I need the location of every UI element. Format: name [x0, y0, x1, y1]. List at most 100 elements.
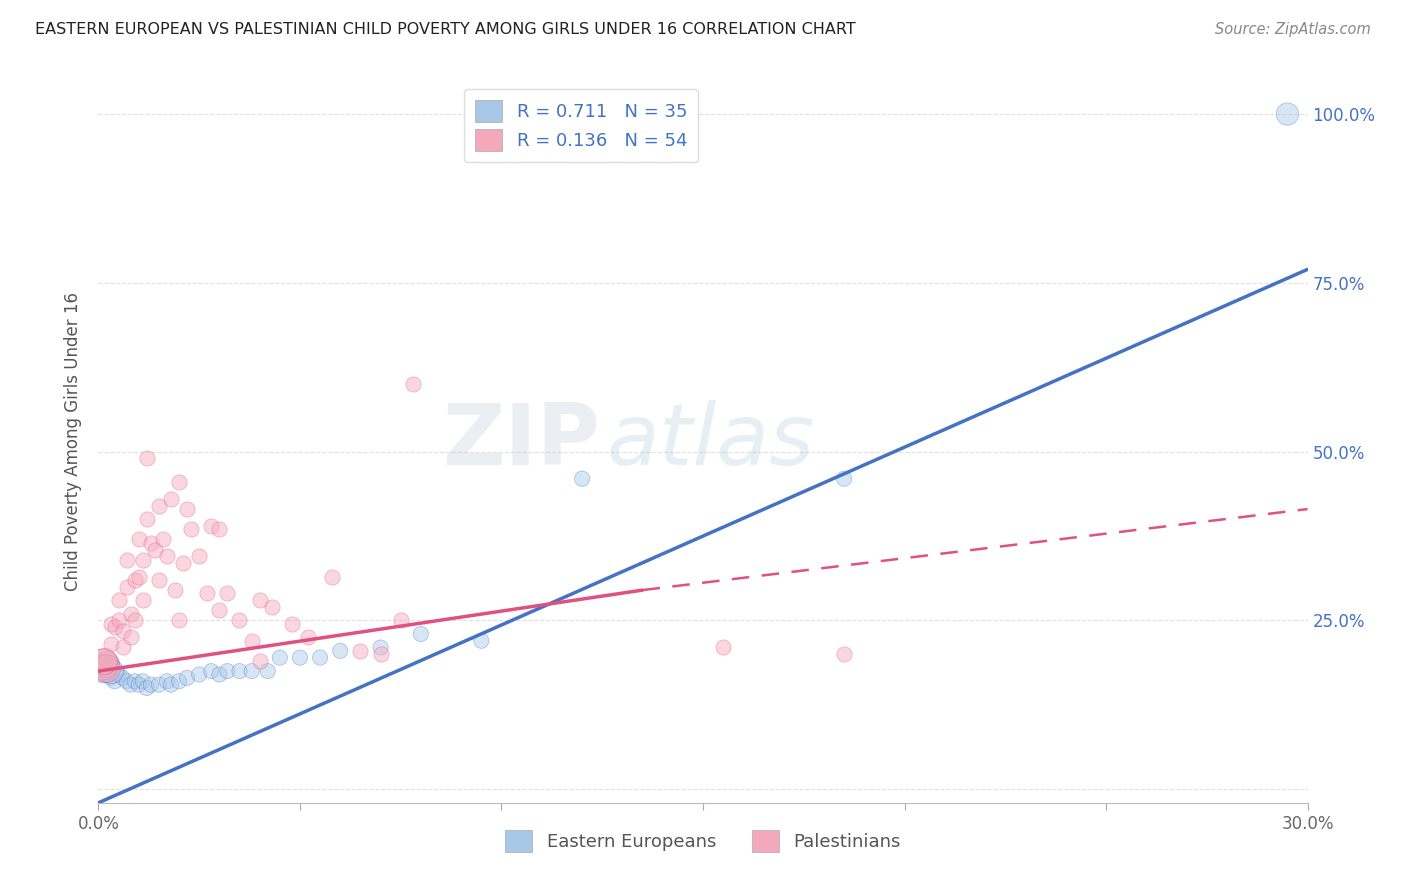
Point: [217, 586, 239, 600]
Point: [124, 674, 146, 689]
Point: [163, 583, 186, 598]
Point: [240, 664, 263, 678]
Point: [124, 614, 146, 628]
Point: [100, 616, 122, 631]
Text: Source: ZipAtlas.com: Source: ZipAtlas.com: [1215, 22, 1371, 37]
Point: [124, 573, 146, 587]
Point: [1277, 107, 1299, 121]
Point: [329, 644, 352, 658]
Point: [148, 573, 170, 587]
Point: [96, 661, 118, 675]
Point: [148, 499, 170, 513]
Point: [156, 549, 179, 564]
Point: [107, 667, 129, 681]
Point: [152, 533, 174, 547]
Point: [370, 640, 392, 655]
Point: [111, 624, 134, 638]
Point: [120, 678, 142, 692]
Point: [228, 664, 250, 678]
Point: [832, 472, 855, 486]
Point: [107, 593, 129, 607]
Point: [297, 631, 319, 645]
Point: [139, 678, 162, 692]
Point: [389, 614, 412, 628]
Point: [135, 681, 157, 695]
Point: [188, 549, 211, 564]
Point: [91, 654, 114, 668]
Legend: Eastern Europeans, Palestinians: Eastern Europeans, Palestinians: [498, 822, 908, 859]
Point: [91, 657, 114, 672]
Point: [139, 536, 162, 550]
Point: [200, 519, 222, 533]
Point: [100, 637, 122, 651]
Point: [470, 633, 492, 648]
Point: [832, 647, 855, 661]
Point: [132, 674, 155, 689]
Point: [176, 502, 198, 516]
Point: [107, 614, 129, 628]
Point: [571, 472, 593, 486]
Point: [288, 650, 311, 665]
Text: atlas: atlas: [606, 400, 814, 483]
Point: [103, 620, 125, 634]
Point: [370, 647, 392, 661]
Point: [96, 667, 118, 681]
Point: [208, 522, 231, 536]
Point: [321, 569, 343, 583]
Point: [176, 671, 198, 685]
Point: [228, 614, 250, 628]
Point: [249, 593, 271, 607]
Point: [249, 654, 271, 668]
Point: [103, 674, 125, 689]
Point: [120, 631, 142, 645]
Point: [115, 674, 138, 689]
Point: [269, 650, 291, 665]
Point: [100, 664, 122, 678]
Y-axis label: Child Poverty Among Girls Under 16: Child Poverty Among Girls Under 16: [63, 292, 82, 591]
Point: [309, 650, 332, 665]
Point: [93, 654, 115, 668]
Point: [180, 522, 202, 536]
Point: [260, 599, 283, 614]
Point: [115, 552, 138, 566]
Point: [96, 657, 118, 672]
Point: [172, 556, 194, 570]
Point: [111, 640, 134, 655]
Point: [128, 678, 150, 692]
Point: [711, 640, 734, 655]
Text: ZIP: ZIP: [443, 400, 600, 483]
Point: [409, 627, 432, 641]
Point: [195, 586, 218, 600]
Point: [167, 614, 190, 628]
Point: [281, 616, 304, 631]
Point: [188, 667, 211, 681]
Point: [111, 671, 134, 685]
Point: [91, 661, 114, 675]
Point: [100, 671, 122, 685]
Point: [128, 569, 150, 583]
Point: [256, 664, 278, 678]
Point: [167, 475, 190, 489]
Point: [349, 644, 371, 658]
Point: [167, 674, 190, 689]
Point: [148, 678, 170, 692]
Point: [143, 542, 166, 557]
Point: [208, 603, 231, 617]
Point: [217, 664, 239, 678]
Point: [402, 377, 425, 392]
Point: [240, 633, 263, 648]
Point: [132, 552, 155, 566]
Point: [160, 678, 183, 692]
Point: [135, 451, 157, 466]
Point: [200, 664, 222, 678]
Point: [135, 512, 157, 526]
Point: [128, 533, 150, 547]
Point: [132, 593, 155, 607]
Point: [120, 607, 142, 621]
Point: [156, 674, 179, 689]
Point: [160, 491, 183, 506]
Point: [91, 664, 114, 678]
Point: [96, 657, 118, 672]
Point: [208, 667, 231, 681]
Text: EASTERN EUROPEAN VS PALESTINIAN CHILD POVERTY AMONG GIRLS UNDER 16 CORRELATION C: EASTERN EUROPEAN VS PALESTINIAN CHILD PO…: [35, 22, 856, 37]
